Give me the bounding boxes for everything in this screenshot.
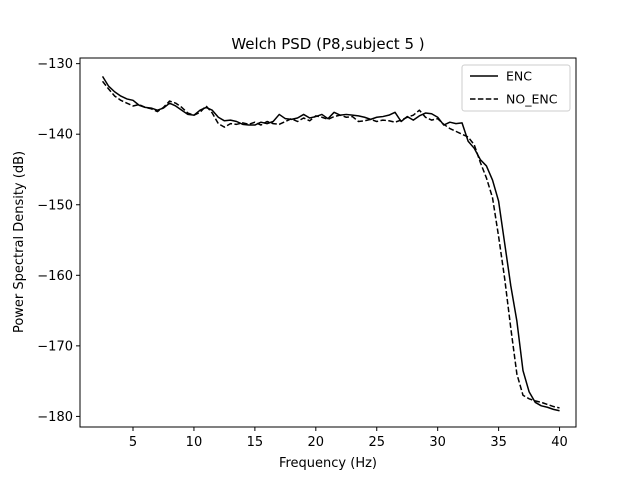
y-tick-label: −170	[37, 339, 73, 354]
x-tick-label: 20	[308, 435, 325, 450]
legend-label: NO_ENC	[506, 92, 558, 107]
y-tick-label: −160	[37, 269, 73, 284]
legend: ENC NO_ENC	[461, 64, 571, 112]
chart-title: Welch PSD (P8,subject 5 )	[231, 35, 424, 53]
x-tick-label: 25	[368, 435, 385, 450]
y-axis-ticks: −130 −140 −150 −160 −170 −180	[37, 57, 80, 425]
series-line-enc	[101, 75, 560, 412]
x-tick-label: 5	[129, 435, 137, 450]
y-tick-label: −130	[37, 57, 73, 72]
y-tick-label: −150	[37, 198, 73, 213]
axes-frame	[79, 57, 577, 428]
x-tick-label: 40	[551, 435, 568, 450]
plot-area	[79, 57, 577, 428]
y-axis-label: Power Spectral Density (dB)	[12, 151, 27, 333]
series-line-no-enc	[101, 80, 560, 409]
x-tick-label: 30	[429, 435, 446, 450]
x-tick-label: 10	[186, 435, 203, 450]
x-tick-label: 15	[247, 435, 264, 450]
x-axis-label: Frequency (Hz)	[279, 456, 377, 471]
y-tick-label: −140	[37, 128, 73, 143]
series-layer	[101, 75, 560, 412]
legend-label: ENC	[506, 69, 532, 84]
x-axis-ticks: 5 10 15 20 25 30 35 40	[129, 427, 568, 450]
y-tick-label: −180	[37, 410, 73, 425]
x-tick-label: 35	[490, 435, 507, 450]
